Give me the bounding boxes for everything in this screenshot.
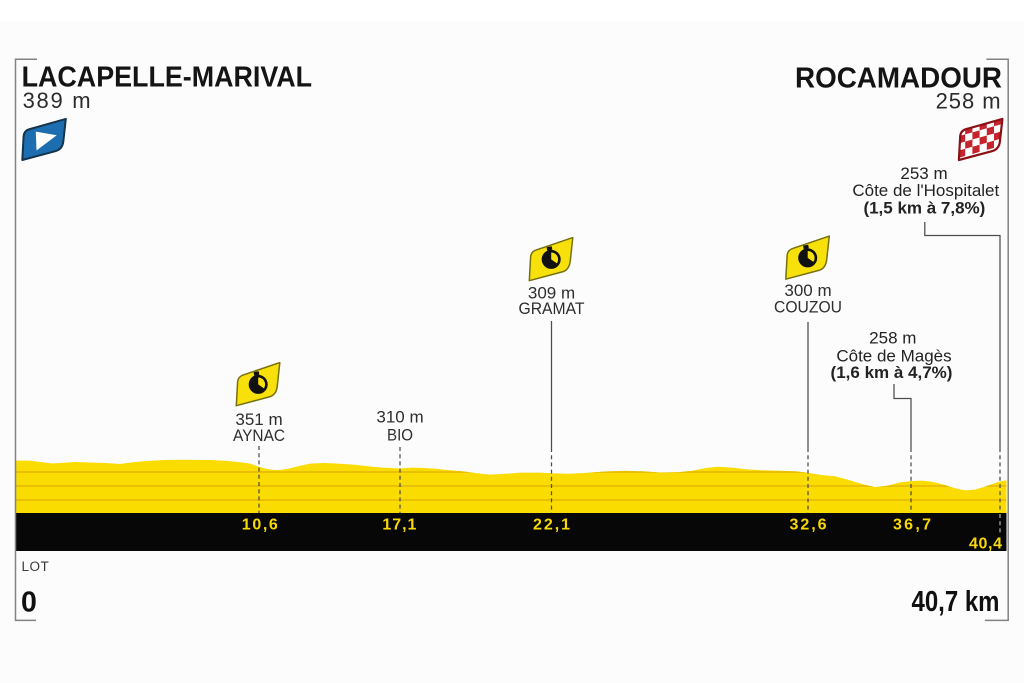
svg-text:GRAMAT: GRAMAT (519, 299, 585, 318)
svg-text:BIO: BIO (387, 425, 413, 444)
svg-text:40,7 km: 40,7 km (912, 586, 1000, 618)
svg-text:36,7: 36,7 (893, 517, 931, 534)
svg-text:LOT: LOT (22, 559, 50, 574)
svg-text:32,6: 32,6 (790, 517, 827, 534)
svg-text:253 m: 253 m (900, 164, 947, 183)
svg-text:310 m: 310 m (376, 407, 423, 426)
svg-text:(1,5 km à 7,8%): (1,5 km à 7,8%) (863, 198, 985, 217)
svg-text:389 m: 389 m (23, 88, 91, 113)
svg-text:Côte de l'Hospitalet: Côte de l'Hospitalet (852, 181, 999, 200)
svg-text:10,6: 10,6 (242, 517, 278, 534)
svg-text:AYNAC: AYNAC (233, 426, 285, 445)
svg-text:258 m: 258 m (869, 329, 916, 348)
svg-text:ROCAMADOUR: ROCAMADOUR (795, 63, 1002, 95)
svg-text:17,1: 17,1 (382, 517, 416, 534)
svg-text:300 m: 300 m (784, 281, 831, 300)
svg-text:(1,6 km à 4,7%): (1,6 km à 4,7%) (831, 363, 953, 382)
svg-text:0: 0 (21, 586, 37, 618)
svg-text:COUZOU: COUZOU (774, 298, 842, 317)
svg-text:258 m: 258 m (936, 89, 1001, 114)
svg-text:LACAPELLE-MARIVAL: LACAPELLE-MARIVAL (22, 62, 313, 94)
svg-text:Côte de Magès: Côte de Magès (836, 347, 951, 366)
svg-text:40,4: 40,4 (969, 536, 1002, 553)
svg-text:351 m: 351 m (235, 410, 282, 429)
svg-text:22,1: 22,1 (533, 517, 570, 534)
svg-text:309 m: 309 m (528, 284, 575, 303)
